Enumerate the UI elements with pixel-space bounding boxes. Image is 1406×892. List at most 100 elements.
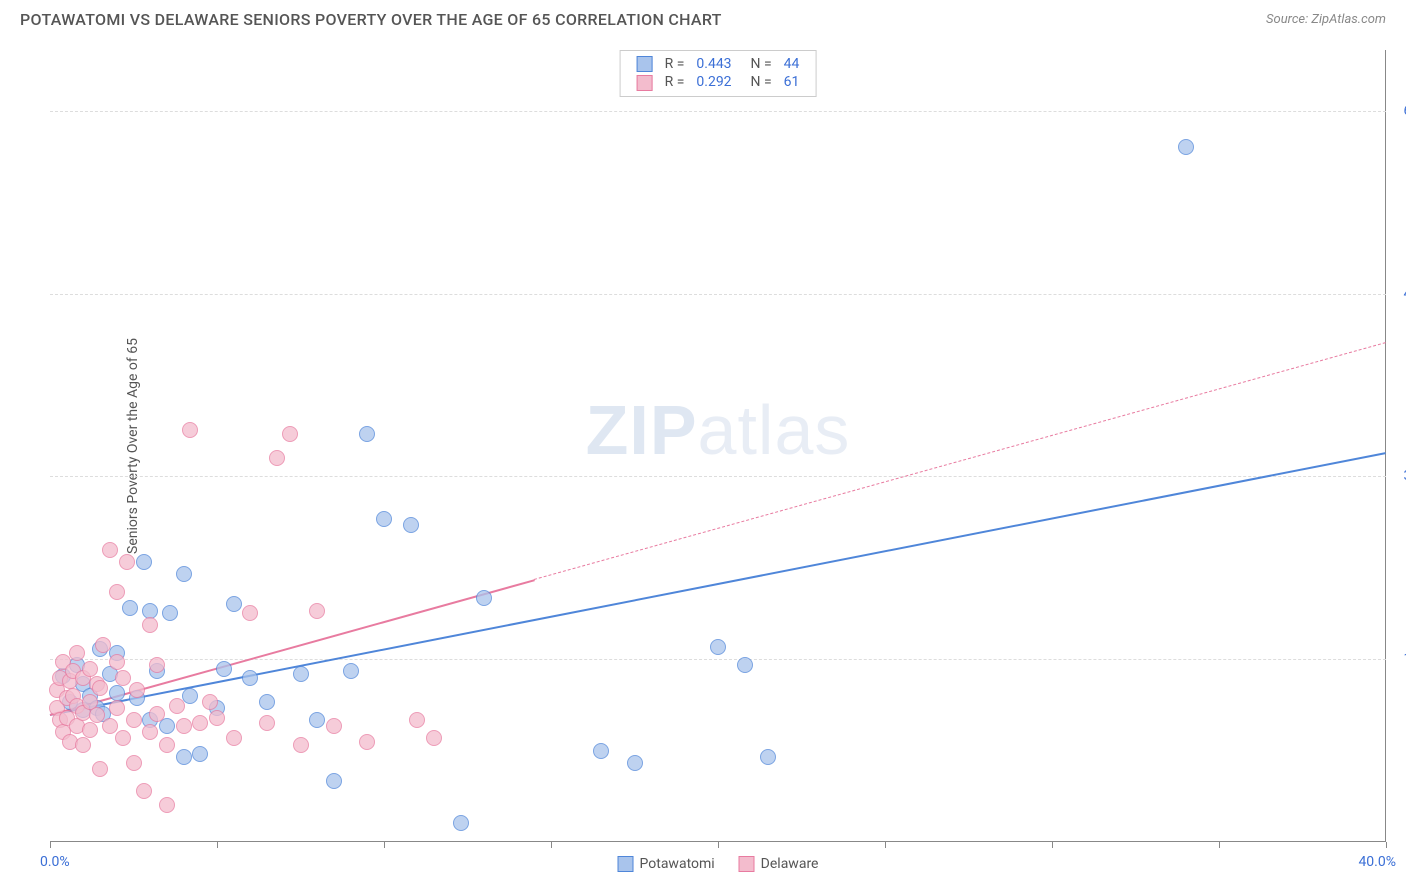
- x-tick: [885, 842, 886, 848]
- data-point-delaware: [102, 542, 118, 558]
- data-point-potawatomi: [359, 426, 375, 442]
- x-max-label: 40.0%: [1358, 854, 1396, 870]
- data-point-delaware: [126, 755, 142, 771]
- data-point-potawatomi: [737, 657, 753, 673]
- data-point-delaware: [109, 700, 125, 716]
- x-tick: [718, 842, 719, 848]
- data-point-delaware: [176, 718, 192, 734]
- gridline: [50, 476, 1386, 477]
- x-tick: [217, 842, 218, 848]
- source-link[interactable]: Source: ZipAtlas.com: [1266, 12, 1386, 27]
- legend-series: Potawatomi Delaware: [618, 856, 819, 872]
- x-tick: [551, 842, 552, 848]
- data-point-delaware: [142, 724, 158, 740]
- data-point-delaware: [109, 654, 125, 670]
- data-point-delaware: [92, 680, 108, 696]
- data-point-potawatomi: [109, 685, 125, 701]
- data-point-delaware: [293, 737, 309, 753]
- x-tick: [1052, 842, 1053, 848]
- legend-n-value-delaware: 61: [778, 73, 806, 91]
- data-point-delaware: [129, 682, 145, 698]
- data-point-delaware: [149, 657, 165, 673]
- data-point-potawatomi: [326, 773, 342, 789]
- data-point-delaware: [75, 737, 91, 753]
- data-point-delaware: [359, 734, 375, 750]
- data-point-delaware: [269, 450, 285, 466]
- legend-item-delaware: Delaware: [739, 856, 819, 872]
- data-point-potawatomi: [216, 661, 232, 677]
- data-point-delaware: [119, 554, 135, 570]
- y-axis-right: [1385, 50, 1386, 842]
- legend-n-label: N =: [738, 73, 778, 91]
- data-point-potawatomi: [136, 554, 152, 570]
- data-point-delaware: [282, 426, 298, 442]
- data-point-delaware: [192, 715, 208, 731]
- data-point-delaware: [109, 584, 125, 600]
- x-tick: [1386, 842, 1387, 848]
- data-point-potawatomi: [242, 670, 258, 686]
- data-point-delaware: [426, 730, 442, 746]
- data-point-delaware: [259, 715, 275, 731]
- data-point-delaware: [115, 730, 131, 746]
- data-point-potawatomi: [162, 605, 178, 621]
- data-point-delaware: [202, 694, 218, 710]
- data-point-delaware: [69, 645, 85, 661]
- data-point-potawatomi: [192, 746, 208, 762]
- x-tick: [50, 842, 51, 848]
- legend-swatch-delaware: [739, 856, 755, 872]
- data-point-delaware: [126, 712, 142, 728]
- data-point-potawatomi: [403, 517, 419, 533]
- data-point-potawatomi: [760, 749, 776, 765]
- data-point-potawatomi: [710, 639, 726, 655]
- chart-title: POTAWATOMI VS DELAWARE SENIORS POVERTY O…: [20, 10, 722, 29]
- data-point-potawatomi: [142, 603, 158, 619]
- legend-swatch-potawatomi: [637, 56, 653, 72]
- legend-r-label: R =: [659, 73, 691, 91]
- data-point-potawatomi: [476, 590, 492, 606]
- data-point-delaware: [82, 722, 98, 738]
- x-origin-label: 0.0%: [40, 854, 70, 870]
- data-point-delaware: [92, 761, 108, 777]
- data-point-potawatomi: [376, 511, 392, 527]
- legend-r-value-delaware: 0.292: [690, 73, 737, 91]
- data-point-delaware: [159, 797, 175, 813]
- data-point-delaware: [95, 637, 111, 653]
- legend-label: Potawatomi: [640, 856, 715, 872]
- data-point-potawatomi: [1178, 139, 1194, 155]
- data-point-delaware: [169, 698, 185, 714]
- x-tick: [384, 842, 385, 848]
- gridline: [50, 111, 1386, 112]
- legend-r-value-potawatomi: 0.443: [690, 55, 737, 73]
- chart-area: Seniors Poverty Over the Age of 65 ZIPat…: [50, 50, 1386, 842]
- legend-swatch-potawatomi: [618, 856, 634, 872]
- legend-n-value-potawatomi: 44: [778, 55, 806, 73]
- data-point-potawatomi: [593, 743, 609, 759]
- data-point-potawatomi: [176, 566, 192, 582]
- data-point-delaware: [409, 712, 425, 728]
- legend-stats: R =0.443 N =44R =0.292 N =61: [620, 50, 817, 97]
- data-point-potawatomi: [122, 600, 138, 616]
- data-point-potawatomi: [453, 815, 469, 831]
- data-point-delaware: [82, 661, 98, 677]
- legend-r-label: R =: [659, 55, 691, 73]
- legend-item-potawatomi: Potawatomi: [618, 856, 715, 872]
- data-point-delaware: [149, 706, 165, 722]
- gridline: [50, 294, 1386, 295]
- legend-label: Delaware: [761, 856, 819, 872]
- data-point-delaware: [159, 737, 175, 753]
- x-tick: [1219, 842, 1220, 848]
- data-point-delaware: [182, 422, 198, 438]
- plot-region: 15.0%30.0%45.0%60.0%: [50, 50, 1386, 842]
- data-point-delaware: [89, 707, 105, 723]
- data-point-delaware: [309, 603, 325, 619]
- data-point-delaware: [115, 670, 131, 686]
- regression-line: [534, 342, 1386, 580]
- data-point-delaware: [242, 605, 258, 621]
- data-point-potawatomi: [309, 712, 325, 728]
- data-point-potawatomi: [259, 694, 275, 710]
- data-point-delaware: [142, 617, 158, 633]
- data-point-potawatomi: [343, 663, 359, 679]
- data-point-potawatomi: [293, 666, 309, 682]
- data-point-potawatomi: [226, 596, 242, 612]
- data-point-delaware: [326, 718, 342, 734]
